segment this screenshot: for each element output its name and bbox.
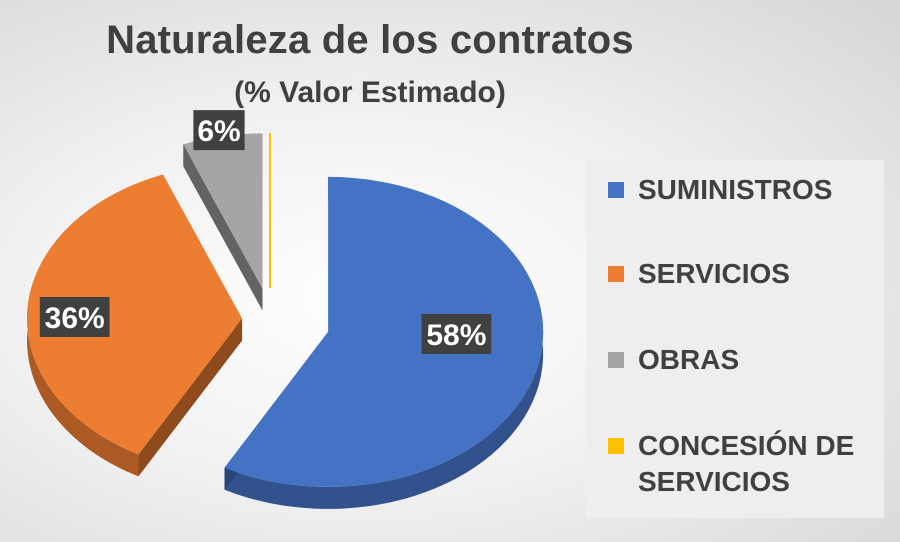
chart-title: Naturaleza de los contratos <box>106 18 634 62</box>
data-label-text-servicios: 36% <box>45 302 105 335</box>
pie-plot-area: 58% 36% 6% <box>27 110 544 509</box>
legend-swatch-suministros <box>608 182 624 198</box>
data-label-text-suministros: 58% <box>426 319 486 352</box>
legend-label-obras: OBRAS <box>638 344 740 375</box>
data-label-box-servicios <box>39 297 110 338</box>
data-label-servicios: 36% <box>39 297 110 338</box>
legend-swatch-obras <box>608 352 624 368</box>
data-label-box-suministros <box>421 313 492 354</box>
legend-item-obras: OBRAS <box>608 342 878 378</box>
legend-item-concesion-de-servicios: CONCESIÓN DE SERVICIOS <box>608 428 878 500</box>
legend-item-servicios: SERVICIOS <box>608 256 878 292</box>
legend-label-suministros: SUMINISTROS <box>638 174 833 205</box>
pie-slice-wall-servicios-0 <box>138 318 243 477</box>
chart-subtitle: (% Valor Estimado) <box>234 76 506 109</box>
legend-swatch-servicios <box>608 266 624 282</box>
pie-slice-wall-obras-0 <box>183 144 263 311</box>
legend: SUMINISTROS SERVICIOS OBRAS CONCESIÓN DE SE… <box>586 160 884 518</box>
legend-swatch-concesion-de-servicios <box>608 438 624 454</box>
legend-label-concesion-de-servicios: CONCESIÓN DE SERVICIOS <box>638 430 855 497</box>
pie-slice-obras <box>183 133 263 289</box>
data-label-text-obras: 6% <box>197 115 240 148</box>
pie-slice-suministros <box>224 176 544 487</box>
legend-label-servicios: SERVICIOS <box>638 258 790 289</box>
pie-slice-servicios <box>27 174 243 455</box>
data-label-obras: 6% <box>193 110 245 151</box>
legend-item-suministros: SUMINISTROS <box>608 172 878 208</box>
data-label-box-obras <box>193 110 245 151</box>
data-label-suministros: 58% <box>421 313 492 354</box>
